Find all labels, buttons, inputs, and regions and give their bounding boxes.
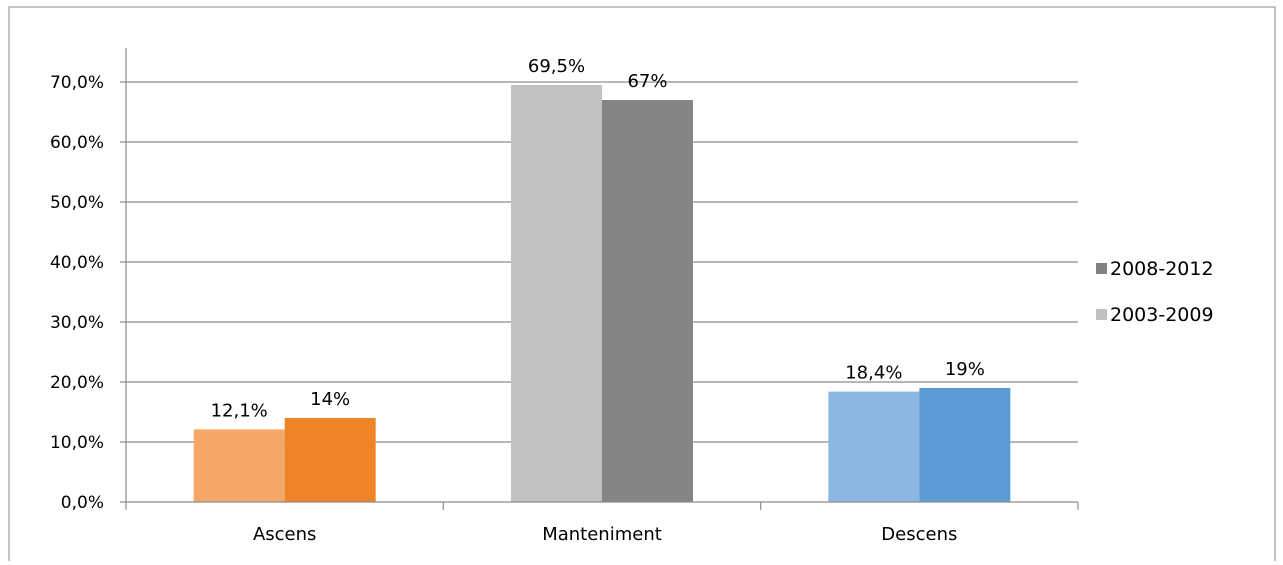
legend: 2008-2012 2003-2009	[1096, 258, 1214, 326]
y-tick-label: 0,0%	[61, 493, 104, 513]
y-tick-label: 50,0%	[50, 193, 104, 213]
bar	[284, 418, 376, 502]
x-tick-label: Descens	[881, 524, 957, 545]
legend-label: 2008-2012	[1110, 258, 1214, 280]
y-tick-label: 40,0%	[50, 253, 104, 273]
y-tick-label: 30,0%	[50, 313, 104, 333]
axes: 0,0% 10,0% 20,0% 30,0% 40,0% 50,0% 60,0% 70,0% A…	[50, 48, 1079, 545]
data-label: 12,1%	[211, 400, 268, 421]
x-tick-label: Manteniment	[542, 524, 662, 545]
legend-swatch	[1096, 309, 1107, 320]
legend-swatch	[1096, 263, 1107, 274]
bar	[511, 85, 602, 502]
bar	[919, 388, 1011, 502]
y-tick-label: 20,0%	[50, 373, 104, 393]
y-tick-label: 70,0%	[50, 73, 104, 93]
data-labels: 12,1% 14% 69,5% 67% 18,4% 19%	[211, 56, 985, 421]
data-label: 69,5%	[528, 56, 585, 77]
bars	[193, 85, 1011, 502]
bar	[602, 100, 693, 502]
bar	[828, 391, 920, 502]
data-label: 67%	[627, 71, 667, 92]
y-tick-label: 10,0%	[50, 433, 104, 453]
legend-label: 2003-2009	[1110, 304, 1214, 326]
x-tick-label: Ascens	[253, 524, 316, 545]
y-tick-label: 60,0%	[50, 133, 104, 153]
bar	[193, 429, 285, 502]
data-label: 18,4%	[845, 363, 902, 384]
data-label: 19%	[945, 359, 985, 380]
data-label: 14%	[310, 389, 350, 410]
